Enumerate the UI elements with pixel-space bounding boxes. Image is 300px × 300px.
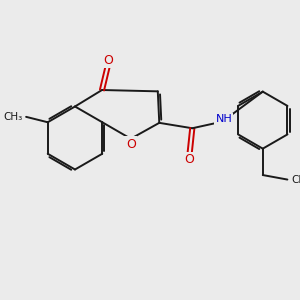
Text: O: O (184, 153, 194, 166)
Text: CH₃: CH₃ (3, 112, 22, 122)
Text: NH: NH (215, 114, 232, 124)
Text: CH₃: CH₃ (291, 175, 300, 184)
Text: O: O (104, 53, 113, 67)
Text: O: O (126, 138, 136, 151)
